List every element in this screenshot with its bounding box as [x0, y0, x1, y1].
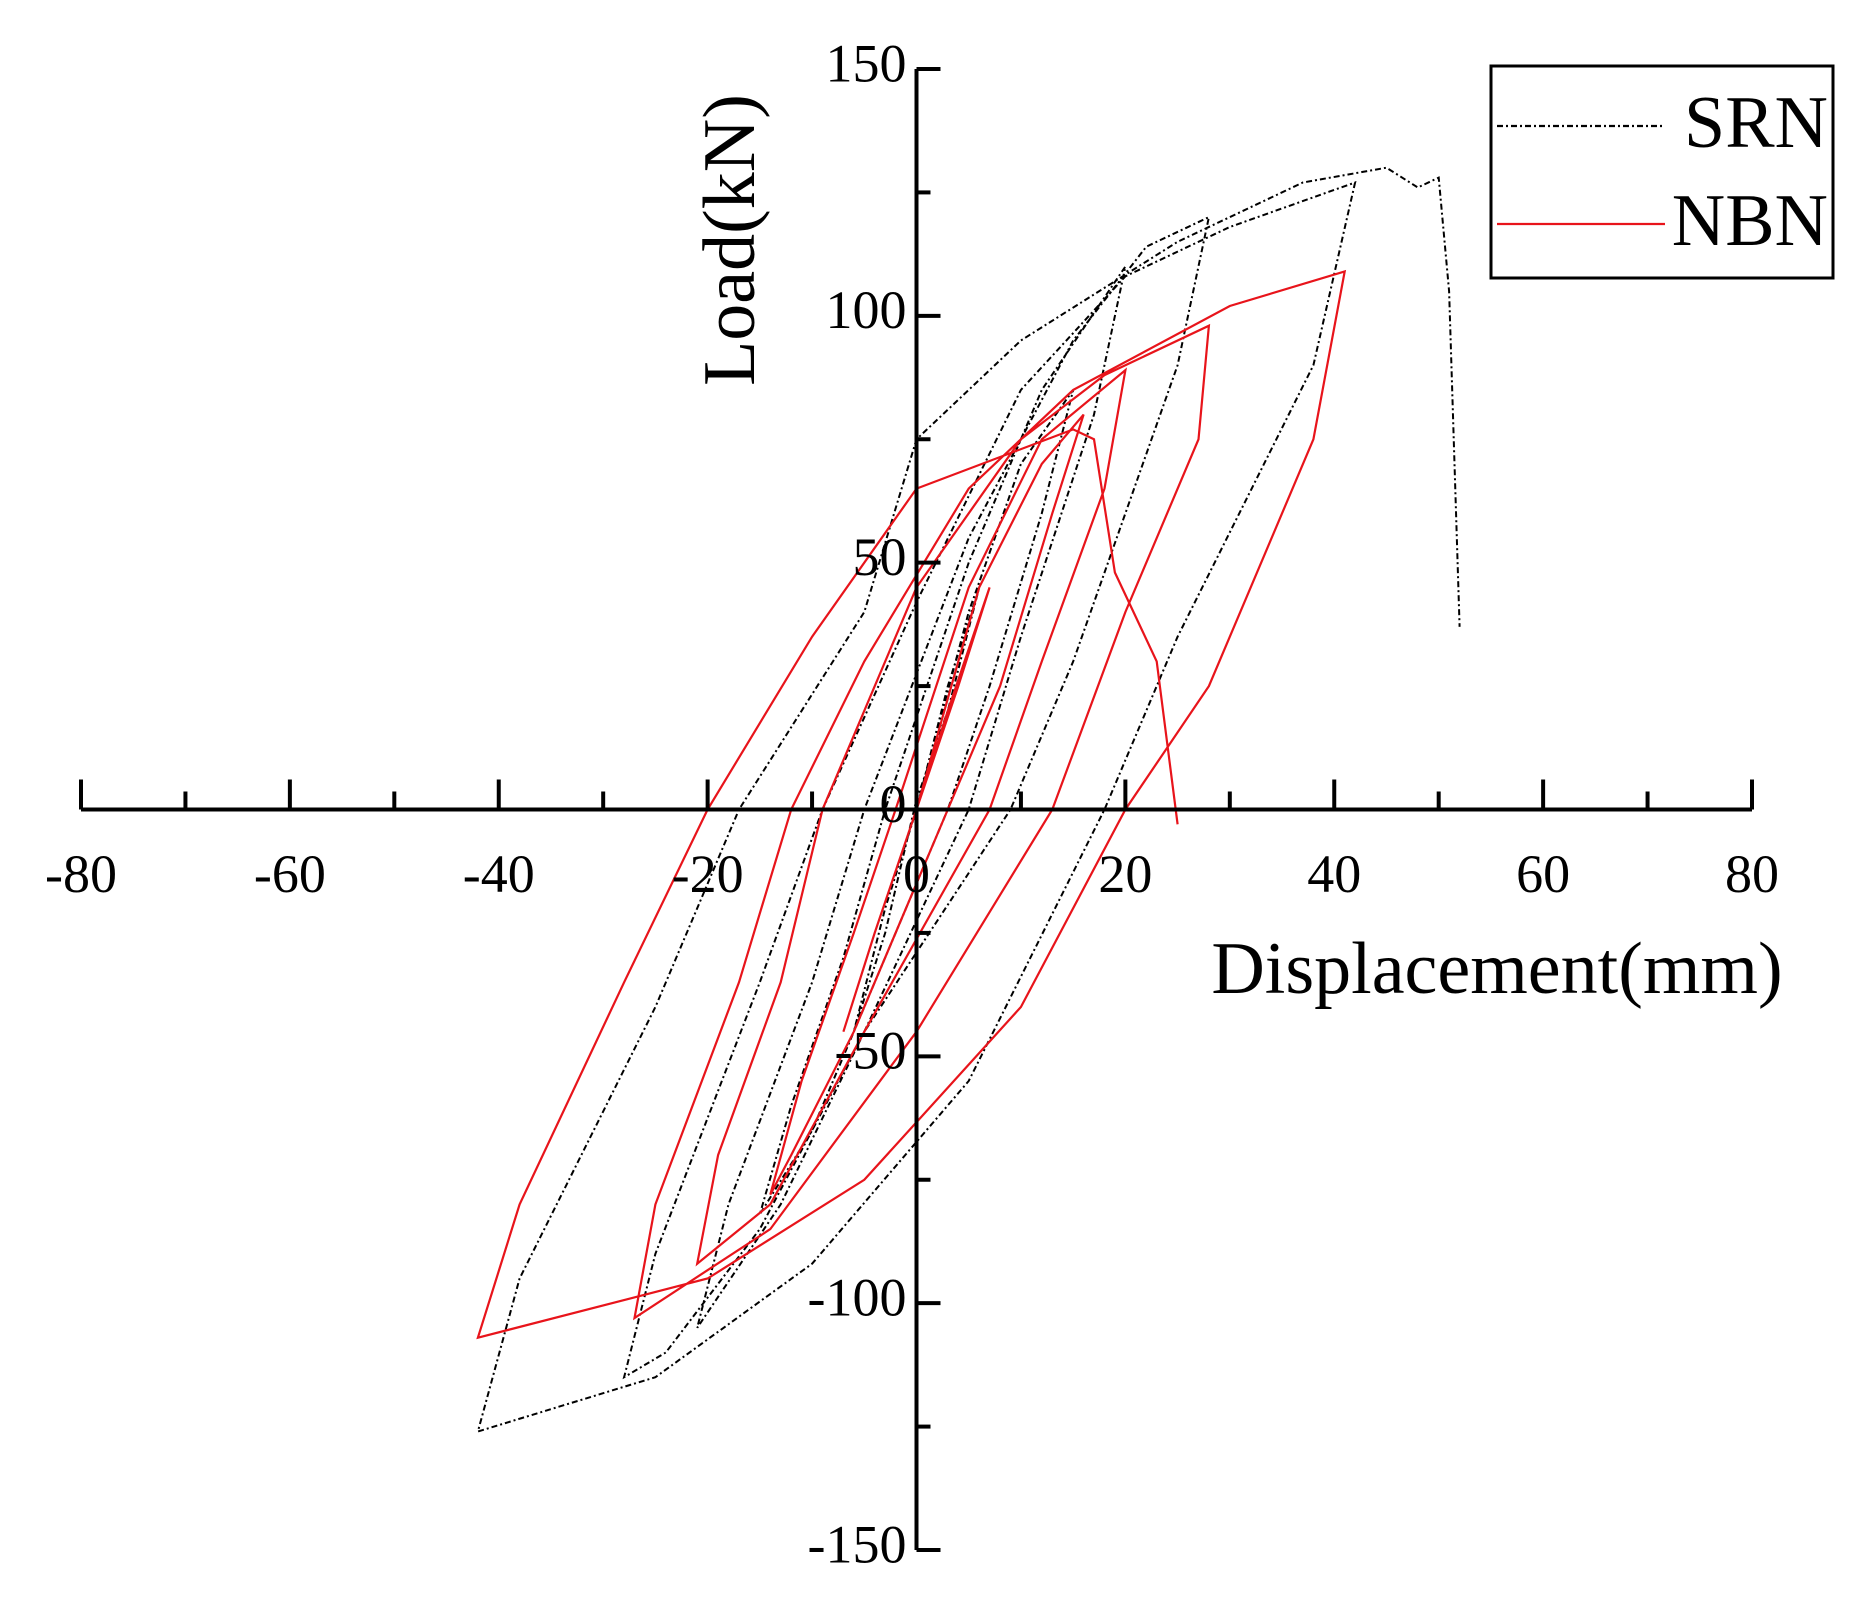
y-tick-label: -150 — [808, 1514, 907, 1574]
legend-box — [1489, 64, 1835, 280]
x-tick-label: -20 — [672, 844, 744, 904]
x-tick-label: 20 — [1098, 844, 1152, 904]
y-tick-label: 0 — [880, 774, 907, 834]
x-tick-label: 60 — [1516, 844, 1570, 904]
y-tick-label: -50 — [835, 1021, 907, 1081]
legend-label: SRN — [1684, 82, 1828, 164]
y-axis-title: Load(kN) — [689, 94, 771, 386]
y-tick-label: 150 — [826, 33, 907, 93]
x-tick-label: -60 — [254, 844, 326, 904]
y-tick-label: 50 — [853, 527, 907, 587]
x-tick-label: 40 — [1307, 844, 1361, 904]
x-tick-label: 0 — [903, 844, 930, 904]
x-tick-label: 80 — [1725, 844, 1779, 904]
x-axis-title: Displacement(mm) — [1211, 928, 1782, 1010]
y-tick-label: -100 — [808, 1268, 907, 1328]
series-line — [476, 269, 1347, 1340]
x-tick-label: -80 — [45, 844, 117, 904]
y-tick-label: 100 — [826, 280, 907, 340]
x-tick-label: -40 — [463, 844, 535, 904]
legend-label: NBN — [1672, 180, 1828, 262]
series-line — [476, 166, 1461, 1433]
